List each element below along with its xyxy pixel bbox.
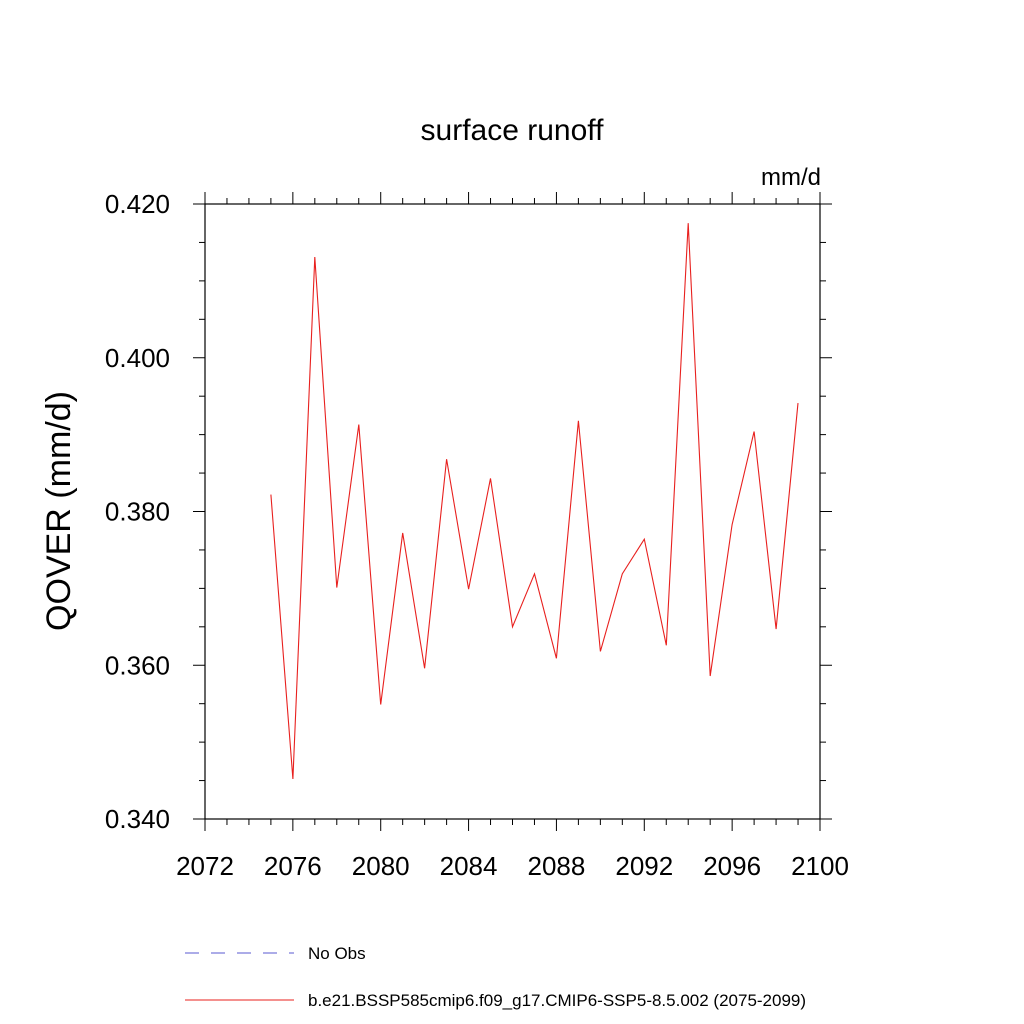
y-tick-label: 0.420: [105, 189, 170, 219]
series-line: [270, 223, 799, 780]
legend: No Obs b.e21.BSSP585cmip6.f09_g17.CMIP6-S…: [185, 944, 806, 1010]
x-tick-label: 2096: [703, 851, 761, 881]
y-tick-label: 0.340: [105, 804, 170, 834]
y-tick-label: 0.400: [105, 343, 170, 373]
x-tick-label: 2080: [352, 851, 410, 881]
y-tick-label: 0.380: [105, 497, 170, 527]
x-tick-label: 2072: [176, 851, 234, 881]
x-tick-label: 2100: [791, 851, 849, 881]
chart-title: surface runoff: [421, 114, 605, 147]
x-tick-label: 2088: [528, 851, 586, 881]
legend-label: No Obs: [308, 944, 366, 963]
axis-ticks: [193, 192, 832, 831]
tick-labels: 2072 2076 2080 2084 2088 2092 2096 2100 0.340 0.3…: [105, 189, 849, 881]
x-tick-label: 2092: [615, 851, 673, 881]
x-tick-label: 2084: [440, 851, 498, 881]
y-axis-label: QOVER (mm/d): [40, 391, 78, 631]
plot-frame: [204, 203, 821, 820]
series-layer: [270, 223, 799, 780]
y-tick-label: 0.360: [105, 650, 170, 680]
units-label: mm/d: [761, 164, 821, 191]
x-tick-label: 2076: [264, 851, 322, 881]
legend-label: b.e21.BSSP585cmip6.f09_g17.CMIP6-SSP5-8.…: [308, 991, 806, 1010]
